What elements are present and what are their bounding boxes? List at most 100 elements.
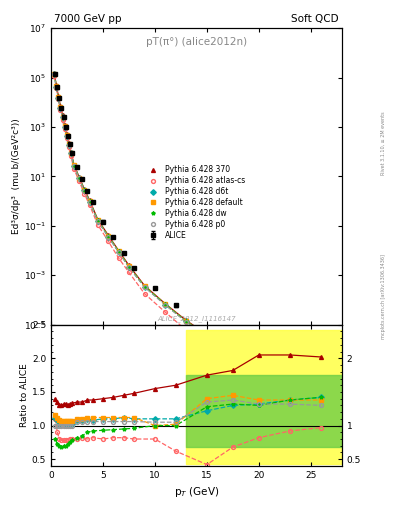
Pythia 6.428 370	[58, 103, 63, 109]
Pythia 6.428 370	[231, 345, 235, 351]
Pythia 6.428 default	[62, 123, 67, 130]
Pythia 6.428 d6t	[184, 318, 189, 324]
Line: Pythia 6.428 dw: Pythia 6.428 dw	[52, 72, 323, 388]
Pythia 6.428 d6t	[87, 199, 92, 205]
Pythia 6.428 dw	[60, 114, 65, 120]
Y-axis label: Ratio to ALICE: Ratio to ALICE	[20, 364, 29, 427]
Pythia 6.428 370	[54, 82, 59, 88]
Pythia 6.428 dw	[127, 264, 131, 270]
Pythia 6.428 atlas-cs	[163, 309, 168, 315]
Pythia 6.428 370	[52, 70, 57, 76]
Pythia 6.428 370	[68, 148, 73, 155]
Pythia 6.428 atlas-cs	[68, 153, 73, 159]
Pythia 6.428 370	[257, 356, 261, 362]
Pythia 6.428 370	[163, 301, 168, 307]
Pythia 6.428 default	[106, 233, 110, 239]
Pythia 6.428 default	[127, 263, 131, 269]
Pythia 6.428 370	[62, 122, 67, 128]
Pythia 6.428 dw	[77, 175, 81, 181]
Pythia 6.428 p0	[60, 114, 65, 120]
Pythia 6.428 dw	[64, 133, 69, 139]
Pythia 6.428 default	[142, 283, 147, 289]
Pythia 6.428 default	[288, 370, 292, 376]
Pythia 6.428 d6t	[66, 141, 71, 147]
Text: Rivet 3.1.10, ≥ 2M events: Rivet 3.1.10, ≥ 2M events	[381, 112, 386, 175]
Pythia 6.428 atlas-cs	[58, 106, 63, 113]
Pythia 6.428 atlas-cs	[52, 73, 57, 79]
Pythia 6.428 default	[231, 345, 235, 351]
Pythia 6.428 p0	[87, 199, 92, 205]
Pythia 6.428 d6t	[106, 233, 110, 240]
Pythia 6.428 default	[72, 162, 76, 168]
Pythia 6.428 atlas-cs	[106, 238, 110, 244]
Pythia 6.428 370	[204, 331, 209, 337]
Pythia 6.428 d6t	[77, 175, 81, 181]
Pythia 6.428 dw	[66, 141, 71, 147]
Pythia 6.428 atlas-cs	[116, 255, 121, 261]
Pythia 6.428 default	[68, 150, 73, 156]
Pythia 6.428 dw	[54, 83, 59, 90]
Pythia 6.428 atlas-cs	[77, 178, 81, 184]
Pythia 6.428 370	[142, 283, 147, 289]
Pythia 6.428 dw	[87, 198, 92, 204]
Pythia 6.428 p0	[231, 346, 235, 352]
Pythia 6.428 dw	[163, 302, 168, 308]
Pythia 6.428 atlas-cs	[204, 342, 209, 348]
Pythia 6.428 default	[184, 318, 189, 324]
Pythia 6.428 dw	[184, 318, 189, 325]
Pythia 6.428 dw	[82, 187, 87, 194]
Pythia 6.428 370	[66, 140, 71, 146]
Pythia 6.428 d6t	[142, 284, 147, 290]
Pythia 6.428 default	[77, 175, 81, 181]
Pythia 6.428 370	[127, 262, 131, 268]
Pythia 6.428 atlas-cs	[95, 222, 100, 228]
Pythia 6.428 p0	[54, 84, 59, 90]
Pythia 6.428 dw	[52, 71, 57, 77]
Pythia 6.428 default	[52, 71, 57, 77]
Pythia 6.428 atlas-cs	[257, 369, 261, 375]
Pythia 6.428 d6t	[56, 95, 61, 101]
Pythia 6.428 p0	[257, 358, 261, 365]
Pythia 6.428 default	[82, 187, 87, 193]
Pythia 6.428 370	[184, 317, 189, 324]
Pythia 6.428 default	[163, 301, 168, 307]
Pythia 6.428 370	[106, 232, 110, 238]
Pythia 6.428 p0	[52, 71, 57, 77]
Text: 7000 GeV pp: 7000 GeV pp	[54, 14, 121, 24]
Pythia 6.428 atlas-cs	[231, 356, 235, 362]
Pythia 6.428 d6t	[95, 218, 100, 224]
Line: Pythia 6.428 p0: Pythia 6.428 p0	[52, 72, 323, 389]
Pythia 6.428 p0	[184, 319, 189, 325]
Pythia 6.428 d6t	[54, 84, 59, 90]
Pythia 6.428 dw	[204, 333, 209, 339]
Text: Soft QCD: Soft QCD	[291, 14, 339, 24]
Pythia 6.428 d6t	[288, 370, 292, 376]
Pythia 6.428 d6t	[163, 302, 168, 308]
Pythia 6.428 p0	[163, 302, 168, 308]
Pythia 6.428 p0	[77, 175, 81, 181]
Pythia 6.428 dw	[68, 150, 73, 156]
Pythia 6.428 dw	[58, 104, 63, 111]
Pythia 6.428 p0	[56, 95, 61, 101]
Pythia 6.428 default	[319, 382, 323, 389]
Pythia 6.428 d6t	[58, 105, 63, 111]
Pythia 6.428 dw	[95, 218, 100, 224]
Pythia 6.428 370	[72, 162, 76, 168]
Text: pT(π°) (alice2012n): pT(π°) (alice2012n)	[146, 37, 247, 47]
Line: Pythia 6.428 370: Pythia 6.428 370	[52, 71, 323, 386]
Pythia 6.428 default	[116, 248, 121, 254]
Pythia 6.428 default	[66, 141, 71, 147]
Pythia 6.428 atlas-cs	[82, 190, 87, 197]
Pythia 6.428 default	[87, 198, 92, 204]
Pythia 6.428 370	[60, 112, 65, 118]
Pythia 6.428 d6t	[319, 382, 323, 389]
Pythia 6.428 dw	[62, 124, 67, 130]
Pythia 6.428 370	[95, 217, 100, 223]
Pythia 6.428 370	[82, 186, 87, 192]
Pythia 6.428 default	[54, 83, 59, 89]
Pythia 6.428 p0	[72, 163, 76, 169]
Pythia 6.428 370	[87, 197, 92, 203]
Pythia 6.428 atlas-cs	[142, 291, 147, 297]
Pythia 6.428 p0	[82, 187, 87, 194]
Pythia 6.428 default	[95, 217, 100, 223]
